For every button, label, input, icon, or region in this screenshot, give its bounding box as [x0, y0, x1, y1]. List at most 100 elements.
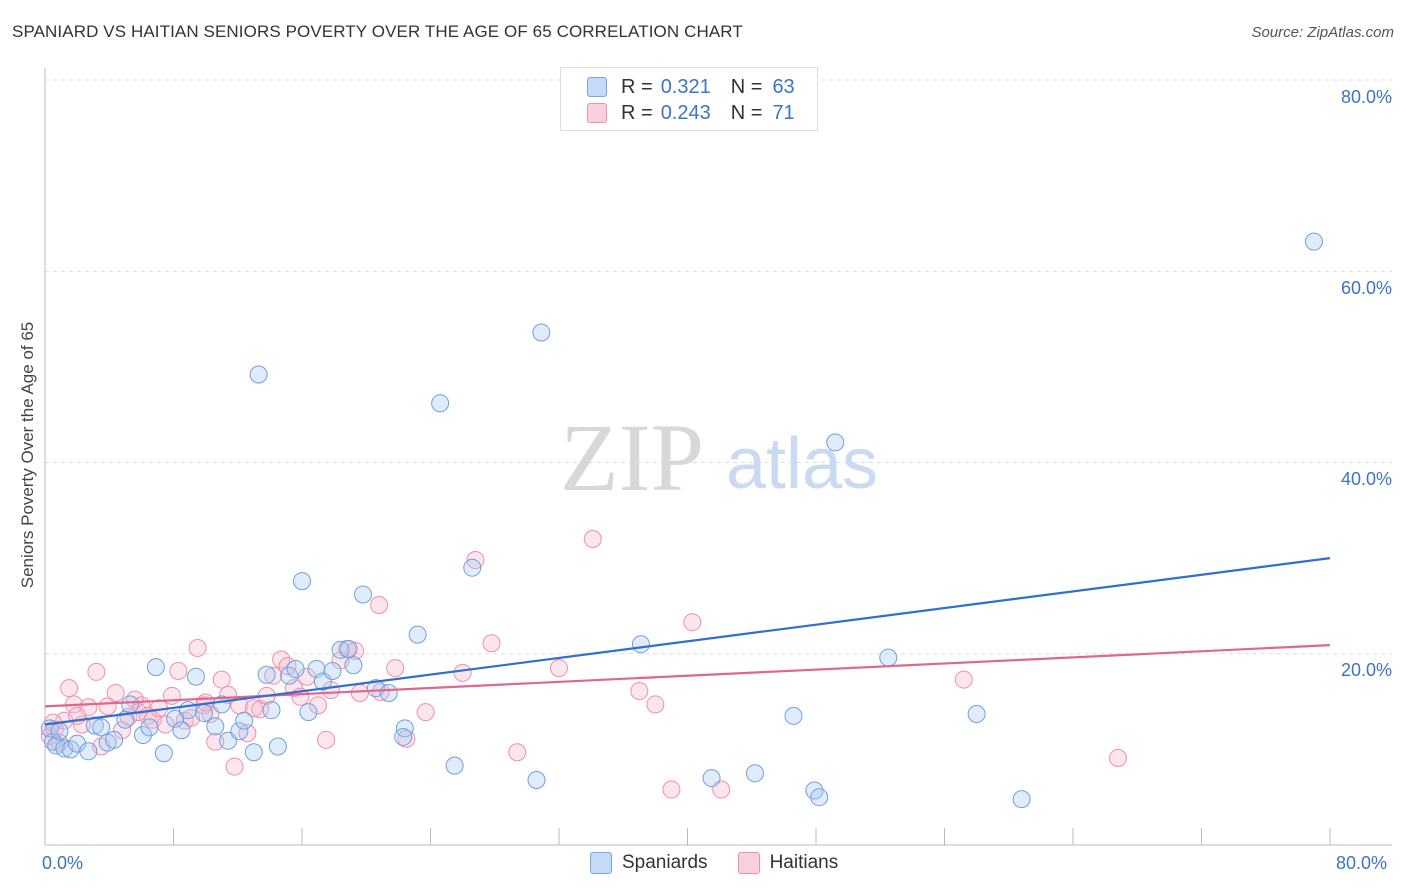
- legend-row-haitians: R = 0.243 N = 71: [587, 101, 795, 125]
- spaniards-point: [249, 365, 268, 384]
- legend-n-label: N =: [730, 75, 763, 98]
- spaniards-point: [967, 704, 986, 723]
- spaniards-point: [268, 737, 287, 756]
- spaniards-point: [186, 667, 205, 686]
- haitians-point: [309, 696, 328, 715]
- haitians-point: [386, 659, 405, 678]
- spaniards-point: [244, 743, 263, 762]
- spaniards-point: [532, 323, 551, 342]
- haitians-point: [683, 613, 702, 632]
- haitians-point: [954, 670, 973, 689]
- haitians-point: [508, 743, 527, 762]
- spaniards-point: [286, 660, 305, 679]
- haitians-point: [60, 679, 79, 698]
- watermark: ZIP atlas: [560, 404, 878, 511]
- haitians-point: [482, 634, 501, 653]
- spaniards-point: [195, 704, 214, 723]
- haitians-point: [225, 757, 244, 776]
- spaniards-trend-line: [44, 557, 1331, 726]
- haitians-point: [106, 683, 125, 702]
- watermark-atlas: atlas: [726, 424, 878, 504]
- legend-label-haitians: Haitians: [769, 852, 839, 873]
- spaniards-point: [293, 572, 311, 591]
- haitians-point: [219, 685, 238, 704]
- spaniards-point: [527, 770, 546, 789]
- spaniards-point: [172, 721, 191, 740]
- legend-n-value: 63: [772, 75, 795, 98]
- spaniards-point: [1012, 790, 1031, 809]
- watermark-zip: ZIP: [560, 404, 704, 511]
- legend-swatch-haitians: [737, 852, 760, 874]
- haitians-point: [646, 695, 665, 714]
- correlation-legend: R = 0.321 N = 63 R = 0.243 N = 71: [560, 67, 818, 131]
- legend-item-spaniards[interactable]: Spaniards: [590, 852, 708, 874]
- haitians-point: [317, 730, 336, 749]
- spaniards-point: [133, 726, 152, 745]
- haitians-point: [550, 659, 568, 678]
- spaniards-point: [105, 730, 124, 749]
- spaniards-point: [702, 769, 721, 788]
- spaniards-point: [826, 433, 845, 452]
- haitians-point: [583, 530, 602, 548]
- spaniards-point: [745, 764, 764, 783]
- spaniards-point: [394, 727, 413, 746]
- gridlines: [45, 79, 1392, 655]
- spaniards-point: [262, 701, 281, 720]
- spaniards-point: [92, 718, 111, 737]
- haitians-point: [206, 732, 225, 751]
- haitians-point: [453, 663, 472, 682]
- haitians-point: [264, 666, 283, 685]
- y-tick-label-20: 20.0%: [1340, 660, 1392, 680]
- series-haitians-points: [40, 530, 1127, 799]
- haitians-point: [1108, 748, 1127, 767]
- spaniards-point: [445, 756, 464, 775]
- source-label: Source: ZipAtlas.com: [1251, 24, 1394, 41]
- spaniards-point: [1304, 232, 1323, 251]
- spaniards-point: [166, 709, 185, 728]
- haitians-point: [272, 650, 291, 669]
- legend-label-spaniards: Spaniards: [622, 852, 708, 873]
- chart-title: SPANIARD VS HAITIAN SENIORS POVERTY OVER…: [12, 22, 743, 41]
- spaniards-point: [784, 706, 803, 725]
- haitians-point: [350, 683, 369, 702]
- spaniards-point: [463, 558, 482, 577]
- haitians-point: [212, 670, 231, 689]
- spaniards-point: [339, 639, 358, 658]
- spaniards-point: [810, 788, 829, 807]
- haitians-point: [188, 639, 207, 658]
- spaniards-point: [146, 658, 165, 677]
- haitians-point: [630, 682, 649, 701]
- legend-row-spaniards: R = 0.321 N = 63: [587, 75, 795, 99]
- haitians-point: [712, 780, 731, 799]
- haitians-trend-line: [44, 644, 1331, 708]
- spaniards-point: [323, 661, 342, 680]
- spaniards-point: [257, 665, 276, 684]
- spaniards-point: [154, 744, 173, 763]
- haitians-point: [169, 661, 188, 680]
- spaniards-point: [79, 742, 98, 761]
- spaniards-point: [121, 695, 140, 714]
- haitians-point: [87, 662, 106, 681]
- series-spaniards-points: [40, 232, 1323, 809]
- y-tick-label-40: 40.0%: [1340, 469, 1392, 489]
- legend-n-label: N =: [730, 101, 763, 124]
- legend-item-haitians[interactable]: Haitians: [737, 852, 839, 874]
- spaniards-point: [206, 717, 225, 736]
- spaniards-point: [379, 683, 398, 702]
- spaniards-point: [344, 656, 363, 675]
- haitians-point: [370, 595, 389, 614]
- haitians-point: [346, 641, 365, 660]
- haitians-point: [662, 780, 681, 799]
- spaniards-point: [140, 718, 159, 737]
- legend-swatch-spaniards: [587, 77, 607, 97]
- spaniards-point: [299, 703, 318, 722]
- haitians-point: [244, 699, 263, 718]
- haitians-point: [416, 703, 435, 722]
- legend-r-value: 0.321: [660, 75, 711, 98]
- y-axis-label: Seniors Poverty Over the Age of 65: [18, 321, 37, 589]
- trend-lines: [44, 557, 1331, 726]
- legend-r-label: R =: [621, 101, 653, 124]
- x-tick-label-min: 0.0%: [42, 853, 84, 873]
- spaniards-point: [631, 635, 650, 654]
- x-tick-label-max: 80.0%: [1336, 853, 1388, 873]
